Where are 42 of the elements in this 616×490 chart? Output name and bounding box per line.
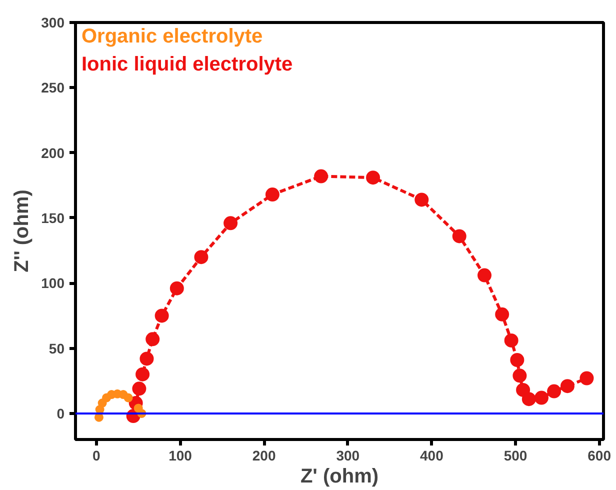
x-tick-label: 600 bbox=[588, 448, 612, 464]
y-tick-label: 150 bbox=[41, 210, 65, 226]
x-tick-label: 500 bbox=[504, 448, 528, 464]
point bbox=[154, 308, 169, 323]
point bbox=[452, 229, 466, 244]
point bbox=[366, 170, 380, 185]
y-tick-label: 0 bbox=[56, 405, 65, 422]
point bbox=[140, 352, 154, 366]
y-tick-label: 300 bbox=[41, 14, 65, 30]
point bbox=[265, 188, 280, 202]
y-tick-label: 250 bbox=[41, 80, 65, 96]
point bbox=[512, 368, 527, 383]
y-tick-label: 200 bbox=[41, 144, 65, 161]
point bbox=[170, 281, 184, 296]
point bbox=[580, 371, 594, 386]
point bbox=[495, 307, 510, 322]
x-axis-title: Z' (ohm) bbox=[300, 466, 379, 488]
x-tick-label: 0 bbox=[92, 448, 101, 464]
x-tick-label: 300 bbox=[336, 448, 360, 464]
y-tick-label: 100 bbox=[41, 275, 65, 292]
text: Organic electrolyte bbox=[82, 26, 263, 48]
y-axis-title: Z'' (ohm) bbox=[11, 190, 34, 272]
point bbox=[146, 332, 160, 346]
point bbox=[504, 333, 518, 348]
x-tick-label: 400 bbox=[420, 448, 444, 464]
point bbox=[547, 384, 562, 398]
x-tick-label: 100 bbox=[168, 448, 192, 464]
point bbox=[510, 353, 524, 367]
point bbox=[414, 192, 429, 207]
text: Ionic liquid electrolyte bbox=[82, 54, 293, 76]
point bbox=[477, 268, 492, 282]
point bbox=[136, 367, 150, 382]
point bbox=[522, 392, 536, 406]
point bbox=[194, 250, 208, 264]
point bbox=[132, 382, 146, 396]
y-tick-label: 50 bbox=[48, 340, 65, 356]
point bbox=[560, 379, 574, 394]
point bbox=[224, 216, 238, 230]
point bbox=[124, 393, 133, 402]
point bbox=[534, 390, 548, 405]
point bbox=[314, 169, 328, 184]
x-tick-label: 200 bbox=[252, 448, 276, 464]
